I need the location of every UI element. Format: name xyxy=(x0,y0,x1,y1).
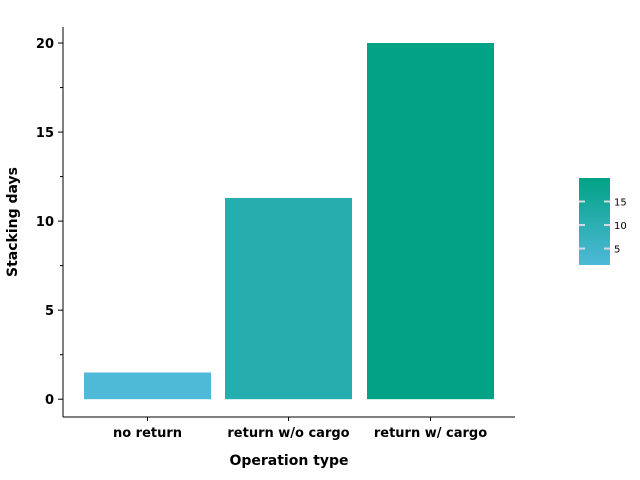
y-tick-label-2: 10 xyxy=(36,215,54,230)
y-tick-label-3: 15 xyxy=(36,126,54,141)
y-ticks: 0 5 10 15 20 xyxy=(36,37,63,408)
y-tick-label-4: 20 xyxy=(36,37,54,52)
colorbar-tick-label-0: 5 xyxy=(614,245,620,256)
colorbar-ticks: 5 10 15 xyxy=(579,198,627,256)
y-tick-label-1: 5 xyxy=(45,304,54,319)
x-tick-label-0: no return xyxy=(113,426,182,441)
x-axis-title: Operation type xyxy=(229,453,348,469)
x-ticks: no return return w/o cargo return w/ cargo xyxy=(113,417,487,441)
bars-group xyxy=(84,43,494,400)
y-axis-title: Stacking days xyxy=(5,167,21,277)
bar-1 xyxy=(225,197,352,400)
x-tick-label-2: return w/ cargo xyxy=(374,426,487,441)
x-tick-label-1: return w/o cargo xyxy=(227,426,349,441)
bar-2 xyxy=(367,43,494,400)
colorbar-tick-label-2: 15 xyxy=(614,198,627,209)
colorbar-legend: 5 10 15 xyxy=(579,178,627,265)
colorbar-gradient xyxy=(579,178,610,265)
colorbar-tick-label-1: 10 xyxy=(614,221,627,232)
bar-0 xyxy=(84,372,211,400)
y-tick-label-0: 0 xyxy=(45,393,54,408)
